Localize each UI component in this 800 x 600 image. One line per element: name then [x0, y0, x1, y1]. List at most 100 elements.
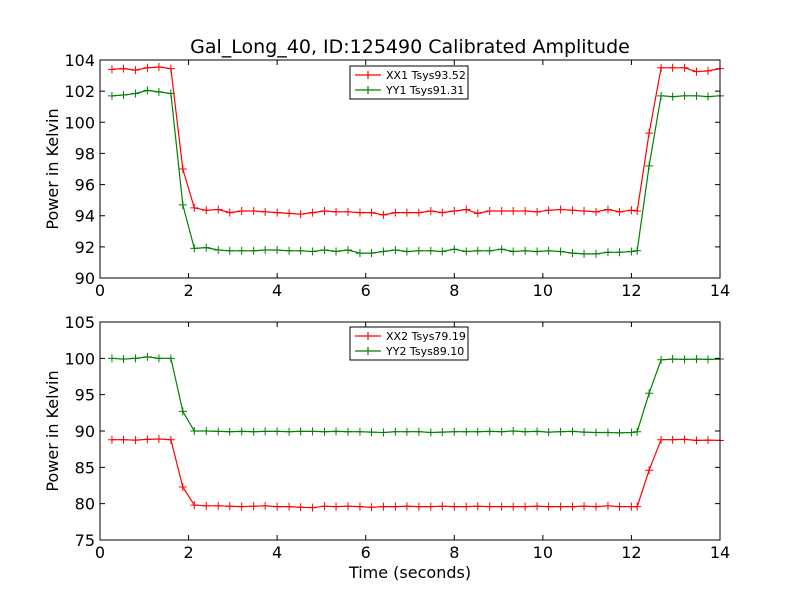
data-point-0-1-39	[568, 249, 577, 258]
data-point-0-0-8	[202, 206, 211, 215]
data-point-0-1-48	[668, 92, 677, 101]
data-point-1-1-51	[704, 355, 713, 364]
data-point-0-1-5	[166, 89, 175, 98]
data-point-0-1-30	[462, 247, 471, 256]
x-tick-label-0-1: 2	[183, 281, 193, 300]
data-point-1-0-39	[568, 502, 577, 511]
data-point-0-0-26	[414, 208, 423, 217]
data-point-0-1-20	[344, 245, 352, 254]
data-point-1-0-17	[308, 503, 317, 512]
data-point-0-0-15	[285, 209, 294, 218]
data-point-0-0-42	[603, 205, 612, 214]
data-point-0-1-0	[107, 91, 116, 100]
legend-label-1-0: XX2 Tsys79.19	[386, 330, 466, 343]
data-point-1-1-9	[214, 427, 223, 436]
data-point-1-0-29	[450, 502, 459, 511]
data-point-0-0-16	[296, 210, 305, 219]
data-point-0-1-2	[131, 89, 140, 98]
legend-swatch-0-1	[355, 86, 381, 94]
data-point-0-1-15	[285, 246, 294, 255]
data-point-1-1-43	[615, 428, 624, 437]
data-point-1-1-49	[680, 355, 689, 364]
data-point-1-1-19	[332, 427, 341, 436]
legend-label-0-1: YY1 Tsys91.31	[385, 84, 464, 97]
data-point-1-0-30	[462, 502, 471, 511]
x-axis-label-1: Time (seconds)	[348, 563, 471, 582]
y-tick-label-0-6: 102	[64, 82, 95, 101]
x-tick-label-1-4: 8	[449, 543, 459, 562]
data-point-0-0-31	[473, 209, 482, 218]
data-point-1-0-18	[320, 502, 329, 511]
bottom-subplot: 0 2 4 6 8 10 12 14 75 80 85 90 95 100 105 Power in Kelv…	[43, 313, 730, 582]
data-point-0-1-12	[249, 246, 258, 255]
data-point-0-0-1	[119, 64, 128, 73]
data-point-1-0-35	[521, 502, 530, 511]
legend-box-0	[349, 65, 469, 100]
data-point-1-1-2	[131, 354, 140, 363]
data-point-0-1-49	[680, 91, 689, 100]
data-point-1-0-32	[485, 502, 494, 511]
data-point-0-1-41	[592, 249, 600, 258]
data-point-1-1-35	[521, 427, 530, 436]
x-tick-label-0-2: 4	[272, 281, 282, 300]
y-tick-label-0-5: 100	[64, 113, 95, 132]
data-point-1-0-8	[202, 501, 211, 510]
data-point-1-0-7	[190, 501, 199, 510]
data-point-0-1-33	[497, 245, 506, 254]
data-point-1-1-41	[592, 428, 600, 437]
data-point-1-0-22	[367, 503, 376, 512]
data-point-1-0-37	[544, 502, 553, 511]
x-tick-label-1-3: 6	[361, 543, 371, 562]
data-point-1-1-38	[556, 427, 565, 436]
data-point-1-0-38	[556, 502, 565, 511]
data-point-1-0-36	[533, 502, 542, 511]
data-point-0-1-32	[485, 246, 494, 255]
legend-label-1-1: YY2 Tsys89.10	[385, 345, 464, 358]
data-point-0-0-6	[178, 165, 187, 173]
data-point-0-1-9	[214, 245, 223, 254]
data-point-0-1-44	[627, 247, 636, 256]
y-tick-label-0-2: 94	[75, 207, 95, 226]
data-point-1-1-1	[119, 355, 128, 364]
data-point-0-0-44	[627, 206, 636, 215]
data-point-0-0-48	[668, 63, 677, 72]
data-point-1-1-42	[603, 428, 612, 437]
data-point-1-0-13	[261, 501, 270, 510]
x-tick-label-0-6: 12	[621, 281, 641, 300]
data-point-1-1-10	[225, 427, 234, 436]
data-point-1-1-47	[657, 355, 666, 364]
figure-title: Gal_Long_40, ID:125490 Calibrated Amplit…	[190, 36, 630, 58]
data-point-0-0-36	[533, 207, 542, 216]
data-point-0-0-14	[273, 208, 282, 217]
data-point-1-0-45	[633, 502, 642, 511]
data-point-0-1-29	[450, 245, 459, 254]
data-point-0-0-45	[633, 207, 642, 216]
data-point-1-1-31	[473, 427, 482, 436]
data-point-0-0-33	[497, 207, 506, 216]
data-point-0-0-29	[450, 207, 459, 216]
data-point-1-0-5	[166, 435, 175, 444]
data-point-0-0-37	[544, 206, 553, 215]
data-point-0-0-22	[367, 208, 376, 217]
data-point-1-1-24	[391, 427, 400, 436]
data-point-1-1-17	[308, 427, 317, 436]
data-point-1-0-41	[592, 502, 600, 511]
data-point-1-0-46	[645, 466, 654, 475]
data-point-1-0-11	[237, 502, 246, 511]
y-tick-label-0-7: 104	[64, 51, 95, 70]
data-point-1-0-42	[603, 501, 612, 510]
data-point-1-0-19	[332, 502, 341, 511]
x-tick-label-0-3: 6	[361, 281, 371, 300]
data-point-1-0-15	[285, 502, 294, 511]
data-point-1-0-27	[426, 502, 435, 511]
data-point-0-0-28	[438, 208, 447, 217]
data-point-1-0-50	[692, 436, 701, 445]
data-point-1-1-12	[249, 427, 258, 436]
data-point-0-1-27	[426, 246, 435, 255]
data-point-0-1-43	[615, 248, 624, 257]
data-point-1-0-28	[438, 502, 447, 511]
data-point-0-1-3	[143, 86, 152, 95]
data-point-1-0-3	[143, 435, 152, 444]
data-point-1-1-34	[509, 427, 518, 435]
legend-1: XX2 Tsys79.19 YY2 Tsys89.10	[349, 326, 469, 361]
